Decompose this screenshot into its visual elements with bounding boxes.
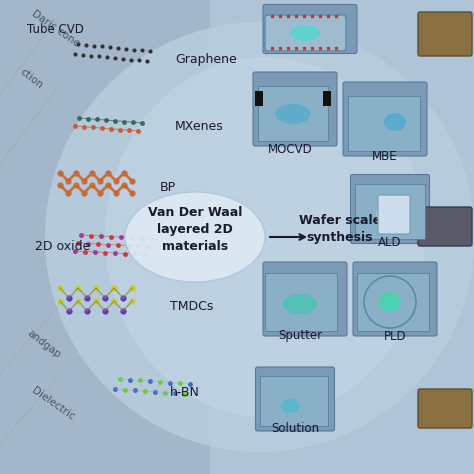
- FancyBboxPatch shape: [418, 207, 472, 246]
- Bar: [260, 376, 328, 426]
- Ellipse shape: [281, 399, 299, 413]
- Text: Sputter: Sputter: [278, 329, 322, 343]
- FancyBboxPatch shape: [378, 195, 410, 234]
- Bar: [323, 91, 331, 106]
- Ellipse shape: [290, 25, 320, 41]
- Ellipse shape: [125, 192, 265, 282]
- Ellipse shape: [45, 22, 474, 452]
- Bar: [348, 96, 420, 151]
- Text: h-BN: h-BN: [170, 385, 200, 399]
- Ellipse shape: [105, 57, 425, 417]
- FancyBboxPatch shape: [0, 0, 210, 474]
- Ellipse shape: [283, 294, 318, 314]
- Text: Wafer scale
synthesis: Wafer scale synthesis: [299, 214, 381, 244]
- Bar: [265, 273, 337, 331]
- Ellipse shape: [384, 113, 406, 131]
- Text: PLD: PLD: [383, 329, 406, 343]
- FancyBboxPatch shape: [418, 389, 472, 428]
- FancyBboxPatch shape: [353, 262, 437, 336]
- Text: MOCVD: MOCVD: [268, 143, 312, 155]
- Text: ALD: ALD: [378, 236, 402, 248]
- Text: Graphene: Graphene: [175, 53, 237, 65]
- Text: andgap: andgap: [25, 328, 62, 360]
- FancyBboxPatch shape: [263, 4, 357, 54]
- Ellipse shape: [275, 104, 310, 124]
- FancyBboxPatch shape: [343, 82, 427, 156]
- FancyBboxPatch shape: [255, 367, 335, 431]
- Bar: [357, 273, 429, 331]
- Bar: [255, 91, 263, 106]
- Bar: [355, 184, 425, 239]
- Text: Daric cone: Daric cone: [30, 9, 82, 49]
- Text: Solution: Solution: [271, 422, 319, 436]
- Text: TMDCs: TMDCs: [170, 300, 213, 312]
- Text: Tube CVD: Tube CVD: [27, 22, 83, 36]
- Text: MBE: MBE: [372, 149, 398, 163]
- Ellipse shape: [376, 203, 404, 225]
- FancyBboxPatch shape: [265, 15, 346, 51]
- Text: Dielectric: Dielectric: [30, 386, 76, 422]
- Text: BP: BP: [160, 181, 176, 193]
- FancyBboxPatch shape: [418, 12, 472, 56]
- Text: ction: ction: [18, 67, 45, 91]
- Bar: [258, 86, 328, 141]
- Text: MXenes: MXenes: [175, 119, 224, 133]
- FancyBboxPatch shape: [350, 174, 429, 244]
- Text: 2D oxide: 2D oxide: [35, 239, 91, 253]
- Ellipse shape: [379, 292, 401, 312]
- FancyBboxPatch shape: [263, 262, 347, 336]
- Text: Van Der Waal
layered 2D
materials: Van Der Waal layered 2D materials: [148, 206, 242, 253]
- FancyBboxPatch shape: [253, 72, 337, 146]
